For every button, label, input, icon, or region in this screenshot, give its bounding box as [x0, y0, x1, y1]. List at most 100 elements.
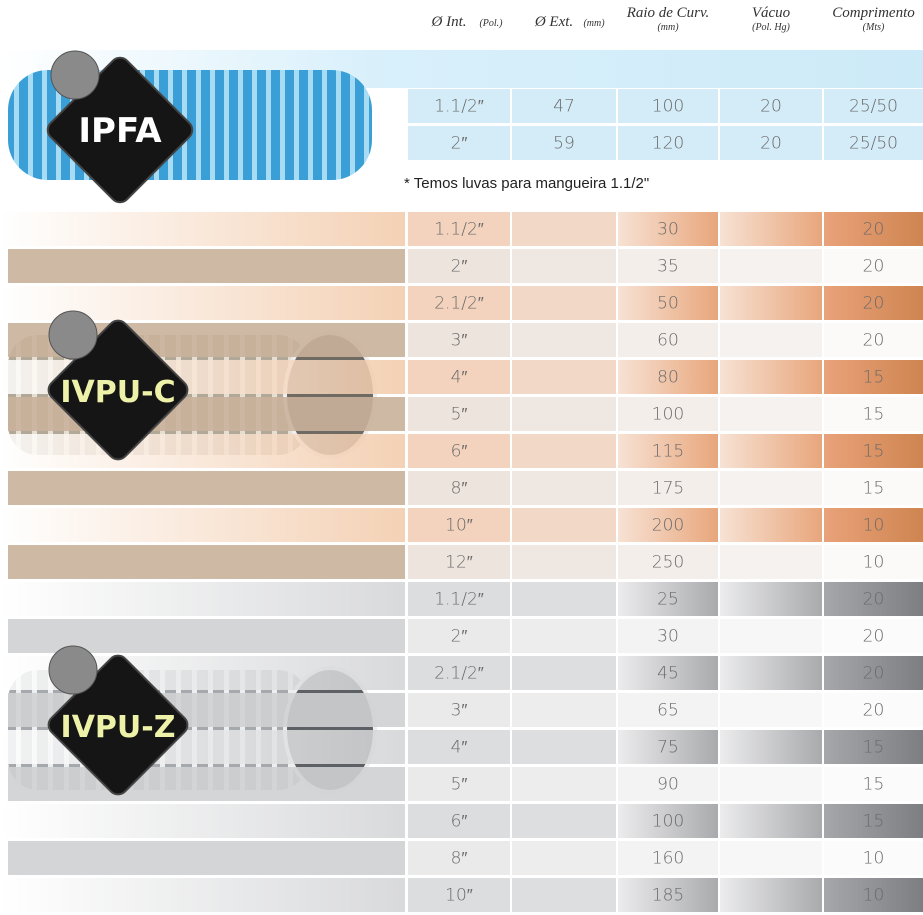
cell: 15: [863, 405, 885, 425]
cell: 115: [652, 442, 684, 462]
row-band: [0, 878, 405, 912]
cell: 20: [760, 97, 782, 117]
cell-bg: [618, 360, 718, 394]
cell-bg: [618, 471, 718, 505]
cell-bg: [512, 434, 616, 468]
cell-bg: [408, 730, 510, 764]
cell: 4″: [451, 738, 468, 758]
cell-bg: [408, 545, 510, 579]
cell: 2″: [451, 627, 468, 647]
cell-bg: [618, 545, 718, 579]
cell: 20: [863, 294, 885, 314]
cell-bg: [408, 804, 510, 838]
column-unit: (Pol.): [479, 18, 503, 29]
column-header: Comprimento: [832, 5, 915, 21]
cell: 1.1/2″: [434, 220, 484, 240]
cell-bg: [824, 693, 923, 727]
cell: 100: [652, 812, 684, 832]
row-band: [8, 767, 405, 801]
cell-bg: [720, 434, 822, 468]
cell-bg: [618, 126, 718, 160]
cell: 120: [652, 134, 684, 154]
cell-bg: [720, 656, 822, 690]
cell-bg: [408, 323, 510, 357]
logo-head: [48, 645, 98, 695]
cell-bg: [824, 619, 923, 653]
cell: 15: [863, 479, 885, 499]
cell: 1.1/2″: [434, 97, 484, 117]
cell-bg: [512, 693, 616, 727]
cell-bg: [408, 508, 510, 542]
cell: 45: [657, 664, 679, 684]
cell-bg: [720, 360, 822, 394]
cell: 20: [760, 134, 782, 154]
cell: 10″: [445, 516, 473, 536]
cell-bg: [408, 619, 510, 653]
row-band: [8, 471, 405, 505]
cell-bg: [512, 841, 616, 875]
cell: 250: [652, 553, 684, 573]
cell-bg: [824, 89, 923, 123]
logo-name: IVPU-Z: [61, 710, 176, 745]
cell: 30: [657, 220, 679, 240]
cell-bg: [824, 804, 923, 838]
cell: 20: [863, 257, 885, 277]
cell: 1.1/2″: [434, 590, 484, 610]
cell-bg: [512, 878, 616, 912]
cell: 35: [657, 257, 679, 277]
cell-bg: [408, 89, 510, 123]
row-band: [0, 212, 405, 246]
column-unit: (mm): [657, 22, 679, 33]
cell-bg: [512, 767, 616, 801]
logo-name: IPFA: [78, 111, 162, 151]
cell-bg: [618, 730, 718, 764]
cell: 100: [652, 405, 684, 425]
cell: 4″: [451, 368, 468, 388]
cell: 8″: [451, 479, 468, 499]
logo-head: [48, 310, 98, 360]
cell: 10: [863, 516, 885, 536]
cell-bg: [720, 471, 822, 505]
cell: 90: [657, 775, 679, 795]
note: * Temos luvas para mangueira 1.1/2": [404, 175, 649, 192]
cell-bg: [408, 360, 510, 394]
cell: 15: [863, 738, 885, 758]
cell: 20: [863, 627, 885, 647]
logos: IPFA IVPU-C IVPU-Z: [46, 50, 194, 796]
cell-bg: [512, 619, 616, 653]
cell-bg: [618, 878, 718, 912]
cell: 60: [657, 331, 679, 351]
cell-bg: [408, 286, 510, 320]
cell: 15: [863, 812, 885, 832]
cell: 59: [553, 134, 575, 154]
cell-bg: [512, 582, 616, 616]
cell-bg: [512, 249, 616, 283]
cell-bg: [720, 545, 822, 579]
cell-bg: [720, 89, 822, 123]
row-band: [0, 582, 405, 616]
cell-bg: [618, 212, 718, 246]
cell-bg: [824, 212, 923, 246]
cell: 2″: [451, 257, 468, 277]
table: 1.1/2″ 47 100 20 25/50 2″ 59 120 20 25/50 * Temos …: [0, 89, 923, 912]
cell: 200: [652, 516, 684, 536]
cell: 20: [863, 331, 885, 351]
cell-bg: [824, 471, 923, 505]
cell-bg: [824, 126, 923, 160]
cell-bg: [408, 582, 510, 616]
cell: 8″: [451, 849, 468, 869]
cell-bg: [824, 545, 923, 579]
cell: 10″: [445, 886, 473, 906]
cell: 175: [652, 479, 684, 499]
logo-name: IVPU-C: [60, 375, 175, 410]
cell-bg: [512, 656, 616, 690]
cell-bg: [824, 249, 923, 283]
row-band: [0, 804, 405, 838]
cell-bg: [720, 804, 822, 838]
cell: 15: [863, 442, 885, 462]
cell: 12″: [445, 553, 473, 573]
cell-bg: [824, 397, 923, 431]
cell: 75: [657, 738, 679, 758]
cell-bg: [512, 397, 616, 431]
cell-bg: [720, 212, 822, 246]
